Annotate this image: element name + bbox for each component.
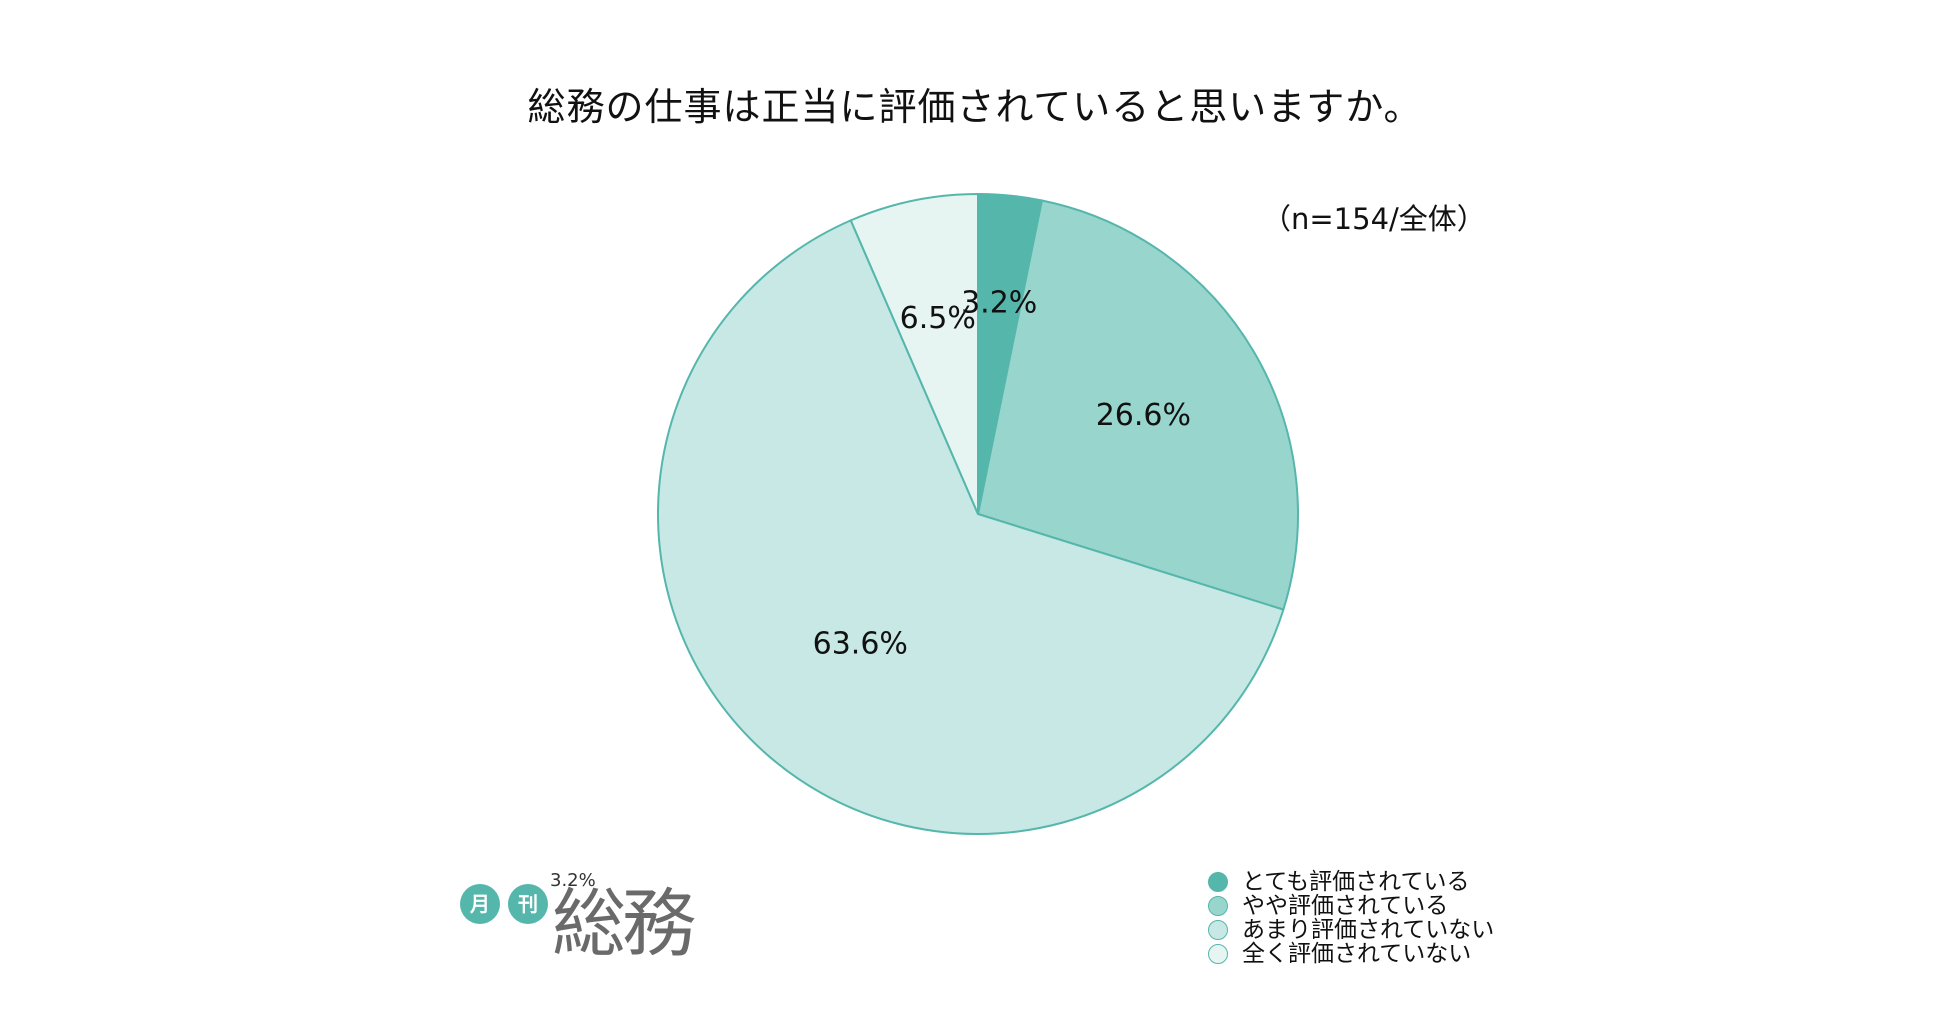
logo: 月 刊 3.2% 総務: [460, 870, 700, 967]
chart-title: 総務の仕事は正当に評価されていると思いますか。: [527, 85, 1423, 129]
legend-item: とても評価されている: [1208, 870, 1494, 894]
pie-slice-3: [657, 219, 1285, 835]
legend-item: あまり評価されていない: [1208, 918, 1494, 942]
logo-badge-month: 月: [460, 884, 500, 924]
pie-slice-label-2: 26.6%: [1096, 398, 1191, 433]
legend-swatch: [1208, 920, 1228, 940]
legend-item: やや評価されている: [1208, 894, 1494, 918]
legend-label: やや評価されている: [1242, 893, 1449, 919]
legend-swatch: [1208, 872, 1228, 892]
logo-badge-publication: 刊: [508, 884, 548, 924]
legend: とても評価されている やや評価されている あまり評価されていない 全く評価されて…: [1208, 870, 1494, 966]
legend-swatch: [1208, 896, 1228, 916]
logo-small-text: 3.2%: [550, 870, 596, 891]
legend-label: とても評価されている: [1242, 869, 1470, 895]
legend-label: 全く評価されていない: [1242, 941, 1472, 967]
legend-swatch: [1208, 944, 1228, 964]
pie-slice-2: [976, 199, 1299, 611]
sample-size-note: （n=154/全体）: [1262, 202, 1486, 236]
pie-slice-label-3: 63.6%: [813, 626, 908, 661]
legend-label: あまり評価されていない: [1242, 917, 1495, 943]
pie-slice-4: [849, 192, 979, 515]
pie-slice-label-4: 6.5%: [900, 301, 976, 336]
pie-slice-label-1: 3.2%: [961, 285, 1037, 320]
logo-wordmark: 総務: [552, 881, 696, 967]
legend-item: 全く評価されていない: [1208, 942, 1494, 966]
